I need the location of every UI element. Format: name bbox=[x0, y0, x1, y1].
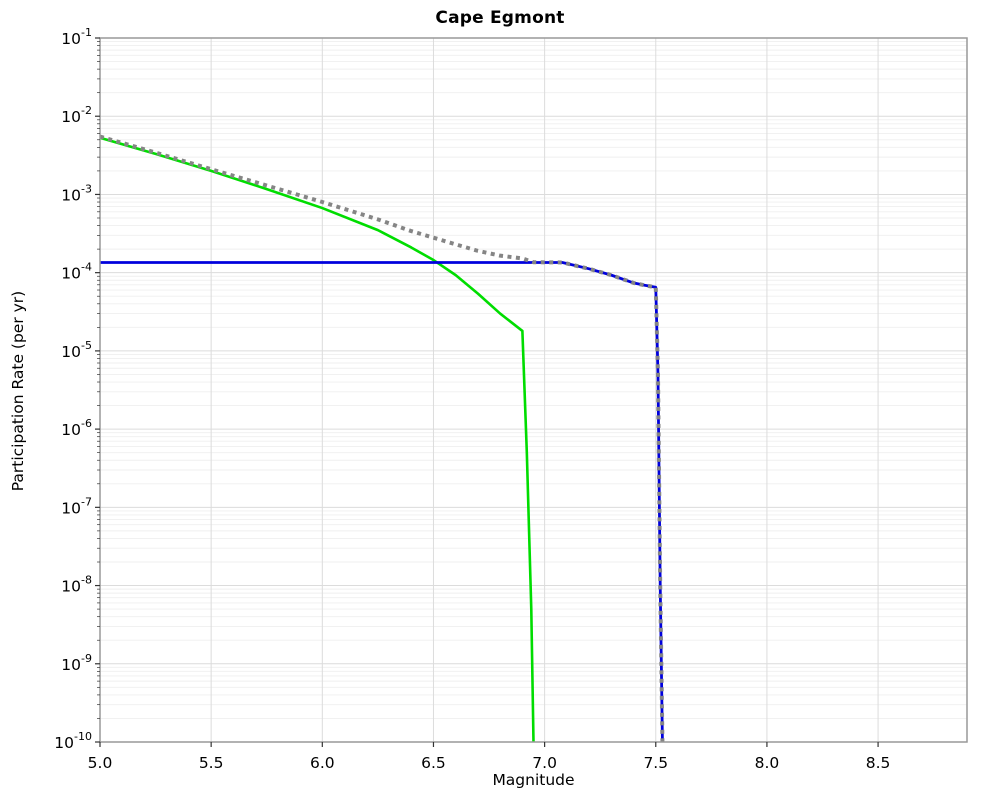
green-solid-curve bbox=[100, 136, 535, 742]
y-tick-label: 10-6 bbox=[61, 417, 92, 439]
y-tick-label: 10-10 bbox=[54, 730, 92, 752]
x-tick-label: 8.0 bbox=[755, 754, 780, 772]
x-tick-label: 7.5 bbox=[643, 754, 668, 772]
grid bbox=[99, 37, 967, 743]
x-tick-label: 8.5 bbox=[866, 754, 891, 772]
y-tick-label: 10-5 bbox=[61, 339, 92, 361]
y-tick-label: 10-2 bbox=[61, 104, 92, 126]
x-tick-label: 5.0 bbox=[88, 754, 113, 772]
y-tick-label: 10-4 bbox=[61, 261, 92, 283]
chart-title: Cape Egmont bbox=[435, 8, 565, 28]
x-tick-label: 6.0 bbox=[310, 754, 335, 772]
x-tick-label: 7.0 bbox=[532, 754, 557, 772]
y-tick-label: 10-7 bbox=[61, 495, 92, 517]
plot-border bbox=[99, 37, 968, 743]
axes: 5.0 5.5 6.0 6.5 7.0 7.5 8.0 8.5 10-1 10-2 10-3 10-4… bbox=[54, 26, 890, 772]
x-axis-label: Magnitude bbox=[492, 771, 575, 789]
x-tick-label: 5.5 bbox=[199, 754, 224, 772]
series-group bbox=[100, 134, 665, 742]
y-tick-label: 10-1 bbox=[61, 26, 92, 48]
y-tick-label: 10-3 bbox=[61, 182, 92, 204]
x-tick-label: 6.5 bbox=[421, 754, 446, 772]
gray-dotted-curve bbox=[100, 134, 665, 742]
y-tick-label: 10-8 bbox=[61, 574, 92, 596]
blue-solid-curve bbox=[100, 261, 664, 742]
y-tick-label: 10-9 bbox=[61, 652, 92, 674]
